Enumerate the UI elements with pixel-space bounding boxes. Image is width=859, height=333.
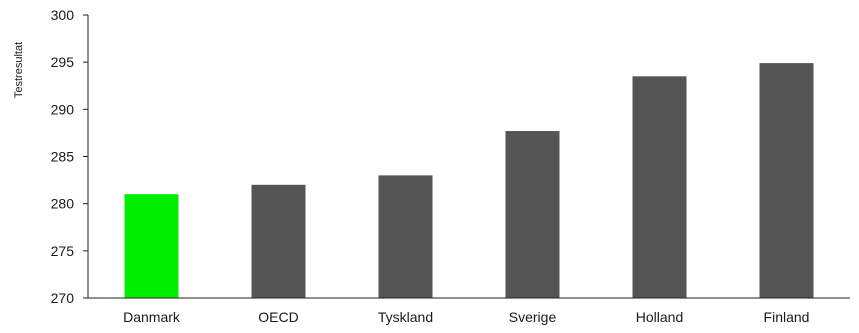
y-axis-ticks: 270 275 280 285 290 295 300 xyxy=(51,7,88,306)
x-tick-label: Sverige xyxy=(509,309,557,325)
y-axis-label: Testresultat xyxy=(13,42,25,98)
x-tick-label: Tyskland xyxy=(378,309,433,325)
y-tick-label: 285 xyxy=(51,149,75,165)
bar-sverige xyxy=(505,131,560,298)
y-tick-label: 300 xyxy=(51,7,75,23)
bars xyxy=(124,63,814,298)
y-tick-label: 270 xyxy=(51,290,75,306)
bar-finland xyxy=(759,63,814,298)
x-tick-label: Finland xyxy=(764,309,810,325)
bar-tyskland xyxy=(378,175,433,298)
y-tick-label: 295 xyxy=(51,54,75,70)
x-tick-label: Danmark xyxy=(123,309,181,325)
y-tick-label: 290 xyxy=(51,101,75,117)
y-tick-label: 280 xyxy=(51,196,75,212)
bar-oecd xyxy=(251,184,306,298)
y-tick-label: 275 xyxy=(51,243,75,259)
bar-holland xyxy=(632,76,687,298)
bar-danmark xyxy=(124,194,179,298)
x-axis-ticks: Danmark OECD Tyskland Sverige Holland Finland xyxy=(123,309,809,325)
x-tick-label: Holland xyxy=(636,309,683,325)
x-tick-label: OECD xyxy=(258,309,298,325)
